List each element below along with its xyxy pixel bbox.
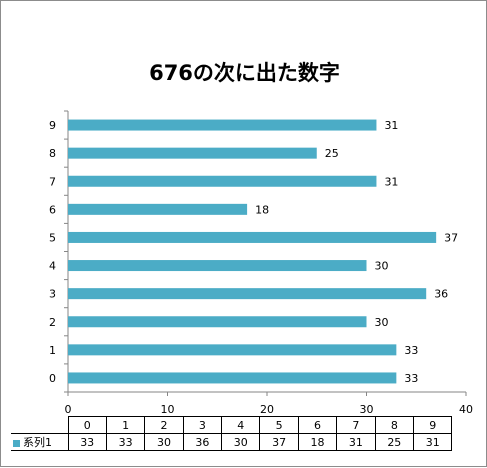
data-table-category: 2 [144,416,184,434]
data-label: 37 [444,231,458,244]
bar [68,175,377,187]
y-tick-label: 4 [49,260,56,273]
data-label: 33 [404,344,418,357]
data-table-category: 7 [336,416,376,434]
x-tick-label: 40 [459,403,473,416]
y-tick-label: 2 [49,316,56,329]
data-label: 30 [375,260,389,273]
bar [68,372,397,384]
data-table-value: 25 [374,433,415,451]
y-tick-label: 6 [49,203,56,216]
x-tick-label: 0 [65,403,72,416]
bar [68,119,377,131]
bar [68,288,427,300]
legend-swatch [13,439,20,447]
x-tick-label: 20 [260,403,274,416]
data-label: 31 [384,119,398,132]
data-label: 33 [404,372,418,385]
data-table-value: 37 [259,433,299,451]
x-tick-label: 30 [360,403,374,416]
y-tick-label: 5 [49,231,56,244]
data-table-value: 36 [182,433,223,451]
x-tick-label: 10 [161,403,175,416]
bar [68,147,317,159]
labels: 0 10 20 30 40 0 33 1 33 2 30 3 36 4 30 5 37 6 18 7 31 8 25 9 31 [49,119,473,416]
data-table-category: 0 [67,416,107,434]
data-table-category: 4 [221,416,261,434]
data-table-value: 31 [336,433,376,451]
data-table-category: 3 [182,416,223,434]
data-table-value: 33 [105,433,146,451]
data-table-value: 33 [67,433,107,451]
y-tick-label: 7 [49,175,56,188]
data-table-category: 9 [413,416,453,434]
chart-title: 676の次に出た数字 [149,61,340,85]
legend-series-name: 系列1 [23,436,52,449]
legend-entry: 系列1 [11,433,69,451]
data-table-corner [11,416,69,434]
data-table-category: 8 [374,416,415,434]
bar [68,316,367,328]
y-tick-label: 1 [49,344,56,357]
data-table-value: 30 [144,433,184,451]
data-label: 30 [375,316,389,329]
bar [68,203,248,215]
bar [68,231,437,243]
data-table-category: 1 [105,416,146,434]
y-tick-label: 8 [49,147,56,160]
data-label: 18 [255,203,269,216]
data-label: 25 [325,147,339,160]
bar [68,260,367,272]
data-label: 36 [434,288,448,301]
y-tick-label: 9 [49,119,56,132]
data-table-category: 6 [297,416,338,434]
data-label: 31 [384,175,398,188]
bar [68,344,397,356]
y-tick-label: 3 [49,288,56,301]
data-table-category: 5 [259,416,299,434]
bar-series [68,119,437,384]
data-table-value: 30 [221,433,261,451]
data-table-values-row: 系列1 33 33 30 36 30 37 18 31 25 31 [11,433,453,451]
data-table-value: 31 [413,433,453,451]
data-table-value: 18 [297,433,338,451]
y-tick-label: 0 [49,372,56,385]
